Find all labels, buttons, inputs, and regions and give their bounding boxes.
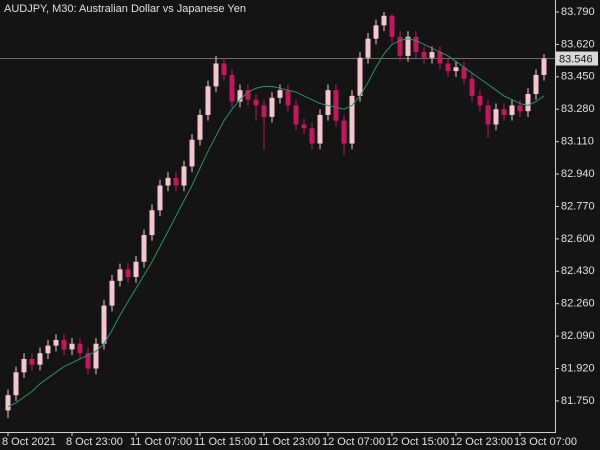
y-tick-label: 83.110	[561, 136, 594, 148]
candle-body	[301, 124, 307, 129]
candle-body	[293, 105, 299, 125]
x-tick-label: 8 Oct 23:00	[66, 436, 123, 448]
y-tick-label: 82.940	[561, 168, 595, 180]
candle-body	[173, 177, 179, 186]
candle-body	[149, 210, 155, 236]
candle-body	[165, 177, 171, 186]
candle-body	[117, 269, 123, 281]
candle-body	[125, 269, 131, 278]
candle-body	[197, 114, 203, 140]
candle-body	[221, 63, 227, 75]
y-tick-label: 81.920	[561, 362, 595, 374]
candle-body	[5, 395, 11, 411]
candle-body	[101, 305, 107, 344]
x-tick-label: 12 Oct 07:00	[322, 436, 385, 448]
candle-body	[453, 67, 459, 72]
candle-body	[533, 74, 539, 94]
candle-body	[421, 52, 427, 58]
candle-body	[397, 36, 403, 56]
candle-body	[325, 90, 331, 115]
y-tick-label: 83.450	[561, 71, 595, 83]
candle-body	[53, 339, 59, 346]
y-tick-label: 82.600	[561, 233, 595, 245]
candle-body	[93, 343, 99, 369]
y-tick-label: 82.430	[561, 265, 595, 277]
candle-body	[157, 185, 163, 211]
moving-average	[7, 38, 545, 408]
y-tick-label: 83.790	[561, 6, 595, 18]
candle-body	[229, 74, 235, 102]
price-label-box	[556, 51, 598, 66]
price-label: 83.546	[559, 53, 593, 65]
candle-body	[205, 86, 211, 115]
candle-body	[405, 36, 411, 56]
x-tick-label: 13 Oct 07:00	[514, 436, 577, 448]
x-tick-label: 12 Oct 15:00	[386, 436, 449, 448]
candle-body	[181, 166, 187, 186]
candle-body	[261, 105, 267, 117]
candle-body	[189, 139, 195, 167]
candle-body	[413, 36, 419, 53]
candle-body	[237, 90, 243, 102]
candle-body	[541, 58, 547, 75]
candle-body	[253, 99, 259, 106]
candle-body	[477, 95, 483, 106]
chart-title: AUDJPY, M30: Australian Dollar vs Japane…	[4, 3, 246, 15]
candle-body	[133, 261, 139, 278]
candle-body	[317, 114, 323, 144]
candle-body	[13, 372, 19, 396]
candle-body	[517, 105, 523, 112]
candle-body	[445, 63, 451, 72]
candle-body	[341, 120, 347, 144]
x-tick-label: 11 Oct 07:00	[130, 436, 192, 448]
candle-body	[277, 90, 283, 98]
candle-body	[77, 343, 83, 354]
candle-body	[485, 105, 491, 125]
y-tick-label: 82.770	[561, 200, 595, 212]
candle-body	[29, 358, 35, 365]
x-tick-label: 12 Oct 23:00	[450, 436, 513, 448]
y-tick-label: 81.750	[561, 395, 595, 407]
candle-body	[85, 353, 91, 369]
candle-body	[45, 345, 51, 354]
candle-body	[389, 15, 395, 37]
candle-body	[37, 353, 43, 365]
candle-body	[349, 95, 355, 144]
x-tick-label: 11 Oct 15:00	[194, 436, 256, 448]
y-tick-label: 83.280	[561, 103, 595, 115]
candle-body	[333, 90, 339, 121]
y-tick-label: 82.090	[561, 330, 595, 342]
candle-body	[501, 109, 507, 115]
y-tick-label: 83.620	[561, 38, 595, 50]
candle-body	[429, 52, 435, 58]
candle-body	[309, 128, 315, 144]
candle-body	[509, 105, 515, 115]
candle-body	[245, 90, 251, 100]
candle-body	[69, 343, 75, 350]
candle-body	[461, 67, 467, 79]
candle-body	[141, 235, 147, 262]
candle-body	[381, 15, 387, 26]
candle-body	[357, 57, 363, 96]
candle-body	[61, 339, 67, 350]
x-tick-label: 8 Oct 2021	[2, 436, 56, 448]
candle-body	[21, 358, 27, 373]
candle-body	[365, 38, 371, 58]
candle-body	[437, 52, 443, 64]
candle-body	[493, 109, 499, 125]
candle-body	[469, 78, 475, 96]
candle-body	[285, 90, 291, 106]
candle-body	[525, 93, 531, 112]
y-tick-label: 82.260	[561, 298, 595, 310]
candle-body	[109, 280, 115, 306]
candle-body	[269, 97, 275, 117]
x-tick-label: 11 Oct 23:00	[258, 436, 320, 448]
candle-body	[373, 25, 379, 39]
candle-body	[213, 63, 219, 87]
